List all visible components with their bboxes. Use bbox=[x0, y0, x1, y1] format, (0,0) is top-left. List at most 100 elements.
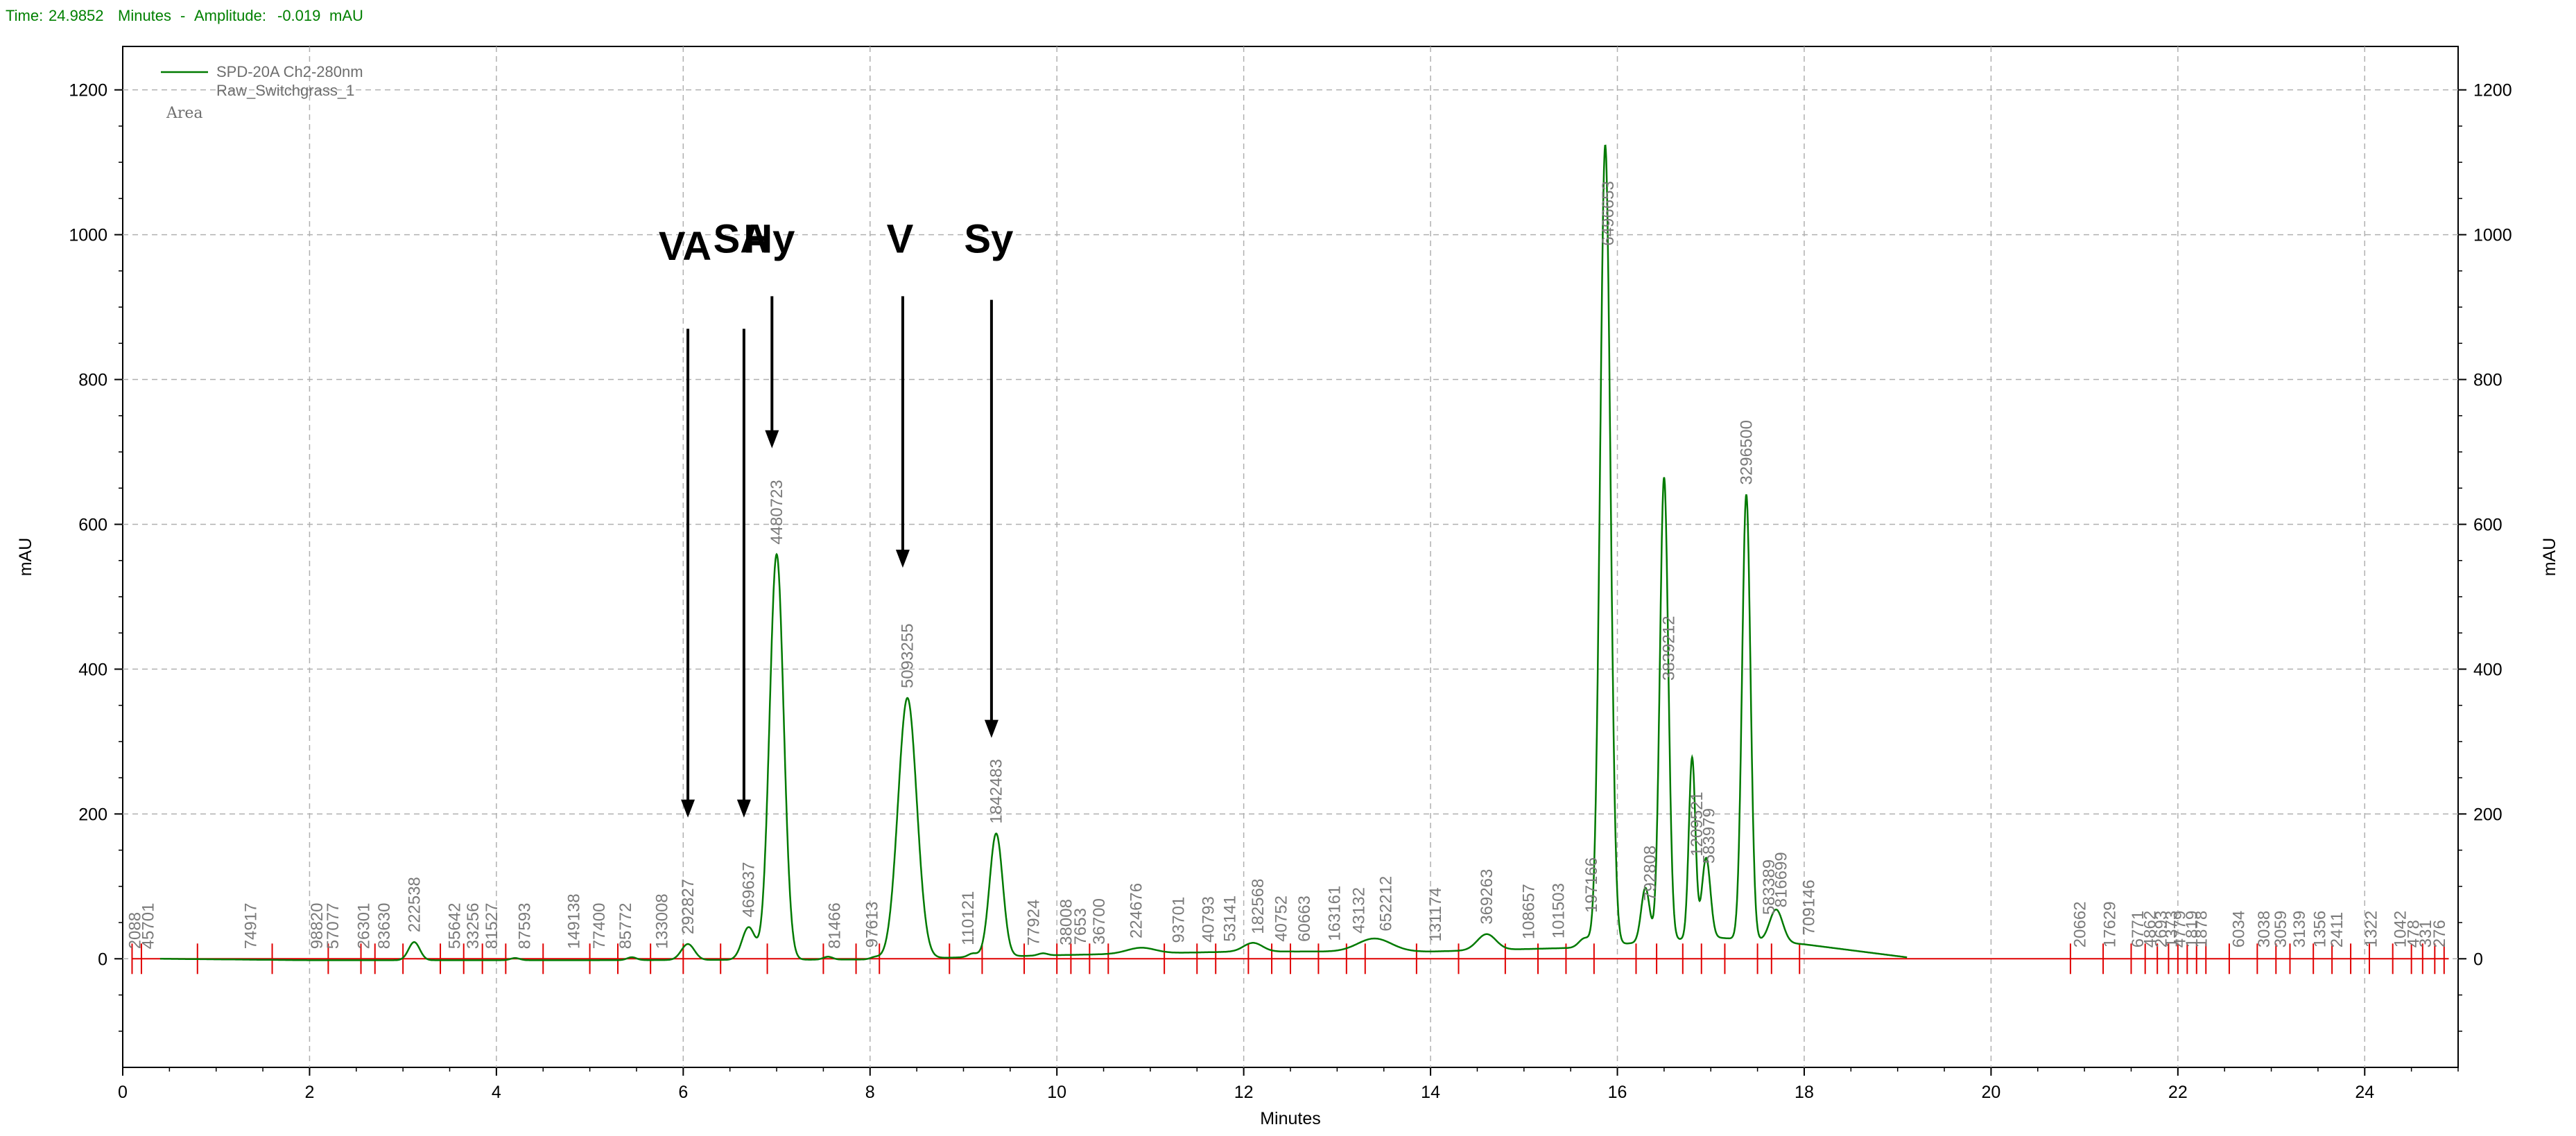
peak-label: 3059 bbox=[2272, 911, 2290, 947]
y-right-tick-label: 800 bbox=[2473, 371, 2502, 390]
status-bar: Time: 24.9852 Minutes - Amplitude: -0.01… bbox=[6, 7, 363, 24]
annotation-label: VA bbox=[659, 224, 711, 269]
peak-label: 1819 bbox=[2183, 911, 2202, 947]
legend: SPD-20A Ch2-280nm Raw_Switchgrass_1 Area bbox=[161, 63, 363, 122]
peak-label: 1322 bbox=[2362, 911, 2381, 947]
y-left-tick-label: 0 bbox=[98, 950, 107, 969]
status-amp-unit: mAU bbox=[329, 7, 363, 24]
peak-label: 36700 bbox=[1090, 898, 1109, 945]
peak-label: 7653 bbox=[1071, 908, 1090, 945]
peak-label: 292827 bbox=[679, 879, 698, 934]
peak-label: 87593 bbox=[515, 903, 534, 950]
annotation-arrow-head bbox=[895, 550, 910, 568]
x-tick-label: 20 bbox=[1981, 1083, 2000, 1102]
y-left-tick-label: 400 bbox=[78, 660, 107, 679]
x-tick-label: 8 bbox=[865, 1083, 875, 1102]
peak-label: 6496653 bbox=[1599, 181, 1618, 245]
status-separator: - bbox=[180, 7, 185, 24]
y-axis-left-title: mAU bbox=[16, 538, 35, 577]
peak-label: 83630 bbox=[375, 903, 394, 950]
peak-label: 222538 bbox=[405, 877, 424, 932]
peak-label: 26301 bbox=[355, 903, 374, 950]
peak-label: 2088 bbox=[126, 912, 145, 949]
peak-label: 4480723 bbox=[768, 480, 786, 544]
peak-label: 85772 bbox=[616, 903, 635, 950]
peak-label: 98820 bbox=[308, 903, 327, 950]
annotation-arrow-head bbox=[984, 719, 999, 738]
peak-label: 81466 bbox=[826, 902, 845, 949]
y-axis-right-title: mAU bbox=[2540, 538, 2559, 577]
peak-label: 60663 bbox=[1295, 895, 1314, 942]
x-tick-label: 0 bbox=[118, 1083, 128, 1102]
peak-label: 108657 bbox=[1520, 884, 1539, 939]
peak-label: 17629 bbox=[2100, 901, 2119, 947]
x-tick-label: 24 bbox=[2355, 1083, 2374, 1102]
y-right-tick-label: 0 bbox=[2473, 950, 2483, 969]
y-right-tick-label: 400 bbox=[2473, 660, 2502, 679]
status-amp-label: Amplitude: bbox=[194, 7, 266, 24]
legend-series-name: SPD-20A Ch2-280nm bbox=[216, 63, 363, 80]
peak-label: 331 bbox=[2417, 920, 2435, 947]
peak-label: 478 bbox=[2404, 920, 2423, 947]
peak-label: 3296500 bbox=[1737, 420, 1756, 484]
chromatogram-trace bbox=[159, 144, 1908, 961]
annotation-label: Sy bbox=[964, 217, 1013, 262]
peak-label: 182568 bbox=[1249, 879, 1268, 934]
status-time-unit: Minutes bbox=[118, 7, 171, 24]
peak-label: 1878 bbox=[2193, 911, 2211, 947]
peak-label: 110121 bbox=[959, 891, 978, 945]
x-tick-label: 12 bbox=[1234, 1083, 1254, 1102]
peak-label: 97613 bbox=[863, 902, 881, 948]
peak-label: 57077 bbox=[324, 903, 343, 950]
x-tick-label: 4 bbox=[492, 1083, 501, 1102]
peak-label: 1356 bbox=[2311, 911, 2330, 947]
peak-label: 74917 bbox=[242, 903, 261, 950]
peak-label: 3038 bbox=[2255, 911, 2274, 947]
x-axis-title: Minutes bbox=[1260, 1109, 1321, 1128]
annotation-arrow-head bbox=[736, 799, 751, 818]
peak-label: 53141 bbox=[1220, 895, 1239, 942]
annotation-arrow-head bbox=[681, 799, 695, 818]
peak-label: 4779 bbox=[2171, 911, 2190, 947]
peak-label: 149138 bbox=[565, 893, 584, 949]
status-time-label: Time: bbox=[6, 7, 43, 24]
legend-mode: Area bbox=[166, 105, 203, 122]
peak-label: 709146 bbox=[1800, 880, 1819, 935]
y-right-tick-label: 600 bbox=[2473, 515, 2502, 534]
status-time-value: 24.9852 bbox=[49, 7, 104, 24]
peak-label: 33256 bbox=[464, 903, 483, 950]
peak-label: 77924 bbox=[1025, 900, 1044, 946]
legend-sample-name: Raw_Switchgrass_1 bbox=[216, 82, 354, 99]
x-tick-label: 14 bbox=[1421, 1083, 1440, 1102]
peak-label: 276 bbox=[2430, 920, 2449, 947]
x-axis-ticks: 0 2 4 6 8 10 12 14 16 18 20 22 24 bbox=[118, 1067, 2459, 1102]
peak-label: 131174 bbox=[1426, 887, 1445, 941]
peak-label: 38008 bbox=[1057, 899, 1076, 945]
x-tick-label: 10 bbox=[1047, 1083, 1066, 1102]
peak-label: 5093255 bbox=[899, 624, 917, 688]
peak-label: 55642 bbox=[445, 903, 464, 950]
x-tick-label: 16 bbox=[1608, 1083, 1627, 1102]
peak-label: 77400 bbox=[590, 903, 609, 950]
peak-label: 40793 bbox=[1199, 896, 1218, 943]
peak-label: 1373 bbox=[2162, 911, 2181, 947]
peak-label: 81527 bbox=[483, 903, 501, 950]
peak-label: 20662 bbox=[2071, 901, 2089, 947]
y-left-tick-label: 1000 bbox=[69, 226, 107, 245]
peak-label: 6034 bbox=[2229, 911, 2248, 947]
x-tick-label: 22 bbox=[2168, 1083, 2188, 1102]
y-left-tick-label: 200 bbox=[78, 805, 107, 824]
y-right-tick-label: 1200 bbox=[2473, 81, 2512, 101]
annotation-label: Hy bbox=[743, 217, 795, 262]
y-left-tick-label: 600 bbox=[78, 515, 107, 534]
x-tick-label: 2 bbox=[304, 1083, 314, 1102]
annotation-label: SA bbox=[714, 217, 770, 262]
peak-label: 133008 bbox=[652, 893, 671, 949]
peak-label: 3839212 bbox=[1660, 616, 1679, 681]
y-axis-right-ticks: 0 200 400 600 800 1000 1200 bbox=[2458, 81, 2512, 1032]
grid-lines bbox=[123, 46, 2458, 1067]
peak-label: 1042 bbox=[2391, 911, 2410, 947]
peak-label: 93701 bbox=[1169, 897, 1188, 943]
